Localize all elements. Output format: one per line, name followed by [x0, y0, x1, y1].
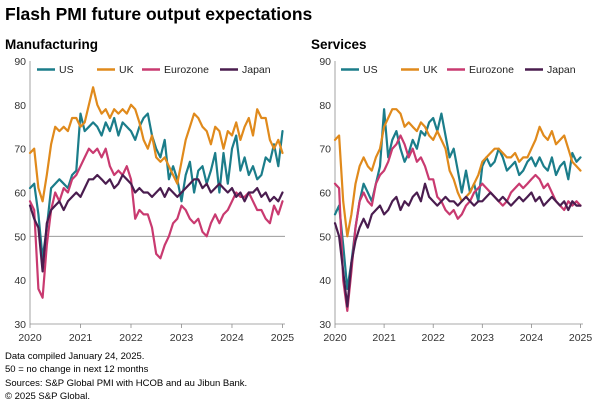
mfg-xtick-label-2022: 2022	[119, 332, 143, 344]
mfg-ytick-label-50: 50	[14, 231, 26, 243]
mfg-ytick-label-80: 80	[14, 100, 26, 112]
svc-ytick-label-80: 80	[319, 100, 331, 112]
svc-ytick-label-90: 90	[319, 56, 331, 68]
mfg-series-line-eurozone	[28, 147, 284, 299]
svc-legend-label-eurozone: Eurozone	[469, 64, 514, 76]
footnote-copyright: © 2025 S&P Global.	[5, 391, 90, 403]
svc-xtick-label-2023: 2023	[471, 332, 495, 344]
svc-legend-label-uk: UK	[423, 64, 438, 76]
mfg-xtick-label-2025: 2025	[271, 332, 295, 344]
svc-xtick-label-2020: 2020	[323, 332, 347, 344]
footnotes: Data compiled January 24, 2025. 50 = no …	[5, 350, 247, 404]
mfg-ytick-label-40: 40	[14, 275, 26, 287]
svc-ytick-label-60: 60	[319, 188, 331, 200]
mfg-ytick-label-70: 70	[14, 144, 26, 156]
mfg-series-line-us	[28, 112, 284, 260]
mfg-series-line-japan	[28, 173, 284, 273]
svc-series-line-uk	[333, 108, 582, 238]
svc-xtick-label-2025: 2025	[569, 332, 593, 344]
charts-canvas: Manufacturing 30 40 50 60 70 80 90 2020 2021 2022 2…	[5, 37, 592, 344]
footnote-sources: Sources: S&P Global PMI with HCOB and au…	[5, 377, 248, 389]
mfg-xtick-label-2024: 2024	[220, 332, 244, 344]
mfg-ytick-label-60: 60	[14, 188, 26, 200]
mfg-legend-label-us: US	[59, 64, 74, 76]
mfg-ytick-label-30: 30	[14, 319, 26, 331]
svc-legend-label-japan: Japan	[547, 64, 576, 76]
mfg-ytick-label-90: 90	[14, 56, 26, 68]
svc-ytick-label-50: 50	[319, 231, 331, 243]
mfg-xtick-label-2023: 2023	[170, 332, 194, 344]
svc-xtick-label-2022: 2022	[422, 332, 446, 344]
mfg-chart-title: Manufacturing	[5, 37, 98, 52]
services-panel: Services 30 40 50 60 70 80 90 2020 2021 2022 2023 20…	[311, 37, 592, 344]
svc-xtick-label-2024: 2024	[520, 332, 544, 344]
footnote-data-compiled: Data compiled January 24, 2025.	[5, 351, 145, 362]
manufacturing-panel: Manufacturing 30 40 50 60 70 80 90 2020 2021 2022 2…	[5, 37, 294, 344]
mfg-xtick-label-2020: 2020	[18, 332, 42, 344]
mfg-legend-label-uk: UK	[119, 64, 134, 76]
svc-series-line-eurozone	[333, 134, 582, 312]
svc-ytick-label-70: 70	[319, 144, 331, 156]
svc-ytick-label-40: 40	[319, 275, 331, 287]
svc-series-line-japan	[333, 182, 582, 308]
mfg-series-line-uk	[28, 86, 284, 203]
mfg-xtick-label-2021: 2021	[69, 332, 93, 344]
svc-xtick-label-2021: 2021	[372, 332, 396, 344]
footnote-threshold: 50 = no change in next 12 months	[5, 364, 149, 376]
page-title: Flash PMI future output expectations	[5, 4, 313, 24]
mfg-legend-label-japan: Japan	[242, 64, 271, 76]
svc-ytick-label-30: 30	[319, 319, 331, 331]
mfg-legend-label-eurozone: Eurozone	[164, 64, 209, 76]
svc-chart-title: Services	[311, 37, 367, 52]
svc-legend-label-us: US	[363, 64, 378, 76]
